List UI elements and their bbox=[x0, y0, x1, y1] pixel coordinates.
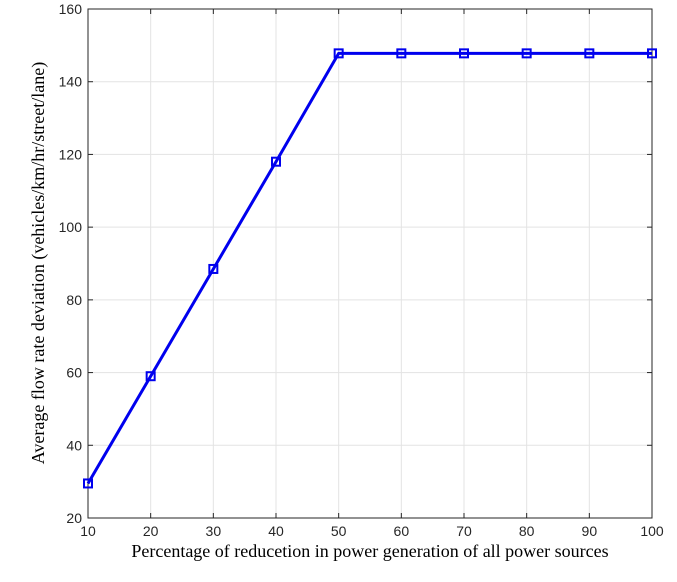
x-tick-label: 100 bbox=[640, 523, 664, 539]
y-axis-label: Average flow rate deviation (vehicles/km… bbox=[28, 62, 49, 465]
y-tick-label: 160 bbox=[59, 1, 83, 17]
plot-area bbox=[88, 9, 652, 518]
y-tick-label: 100 bbox=[59, 219, 83, 235]
x-tick-label: 90 bbox=[582, 523, 598, 539]
y-axis-tick-labels: 20 40 60 80 100 120 140 160 bbox=[59, 1, 83, 526]
data-point-marker bbox=[208, 263, 219, 274]
x-axis-tick-labels: 10 20 30 40 50 60 70 80 90 100 bbox=[80, 523, 664, 539]
data-point-marker bbox=[584, 48, 595, 59]
x-tick-label: 60 bbox=[394, 523, 410, 539]
y-tick-label: 40 bbox=[66, 437, 82, 453]
series-line bbox=[86, 51, 652, 485]
x-tick-label: 50 bbox=[331, 523, 347, 539]
x-axis-label: Percentage of reducetion in power genera… bbox=[131, 541, 608, 561]
data-point-marker bbox=[521, 48, 532, 59]
data-point-marker bbox=[396, 48, 407, 59]
data-point-marker bbox=[83, 478, 93, 489]
y-tick-label: 20 bbox=[66, 510, 82, 526]
y-tick-label: 60 bbox=[66, 365, 82, 381]
x-tick-label: 10 bbox=[80, 523, 96, 539]
axis-ticks bbox=[87, 8, 653, 519]
data-point-marker bbox=[145, 371, 156, 382]
data-point-marker bbox=[271, 156, 281, 167]
x-tick-label: 70 bbox=[456, 523, 472, 539]
y-tick-label: 140 bbox=[59, 74, 83, 90]
x-tick-label: 20 bbox=[143, 523, 159, 539]
y-tick-label: 120 bbox=[59, 146, 83, 162]
data-series bbox=[83, 48, 657, 489]
data-point-marker bbox=[333, 48, 344, 59]
x-tick-label: 30 bbox=[206, 523, 222, 539]
x-tick-label: 40 bbox=[268, 523, 284, 539]
y-tick-label: 80 bbox=[66, 292, 82, 308]
x-tick-label: 80 bbox=[519, 523, 535, 539]
plot-frame bbox=[87, 8, 653, 519]
data-point-marker bbox=[647, 48, 657, 59]
data-point-marker bbox=[459, 48, 469, 59]
